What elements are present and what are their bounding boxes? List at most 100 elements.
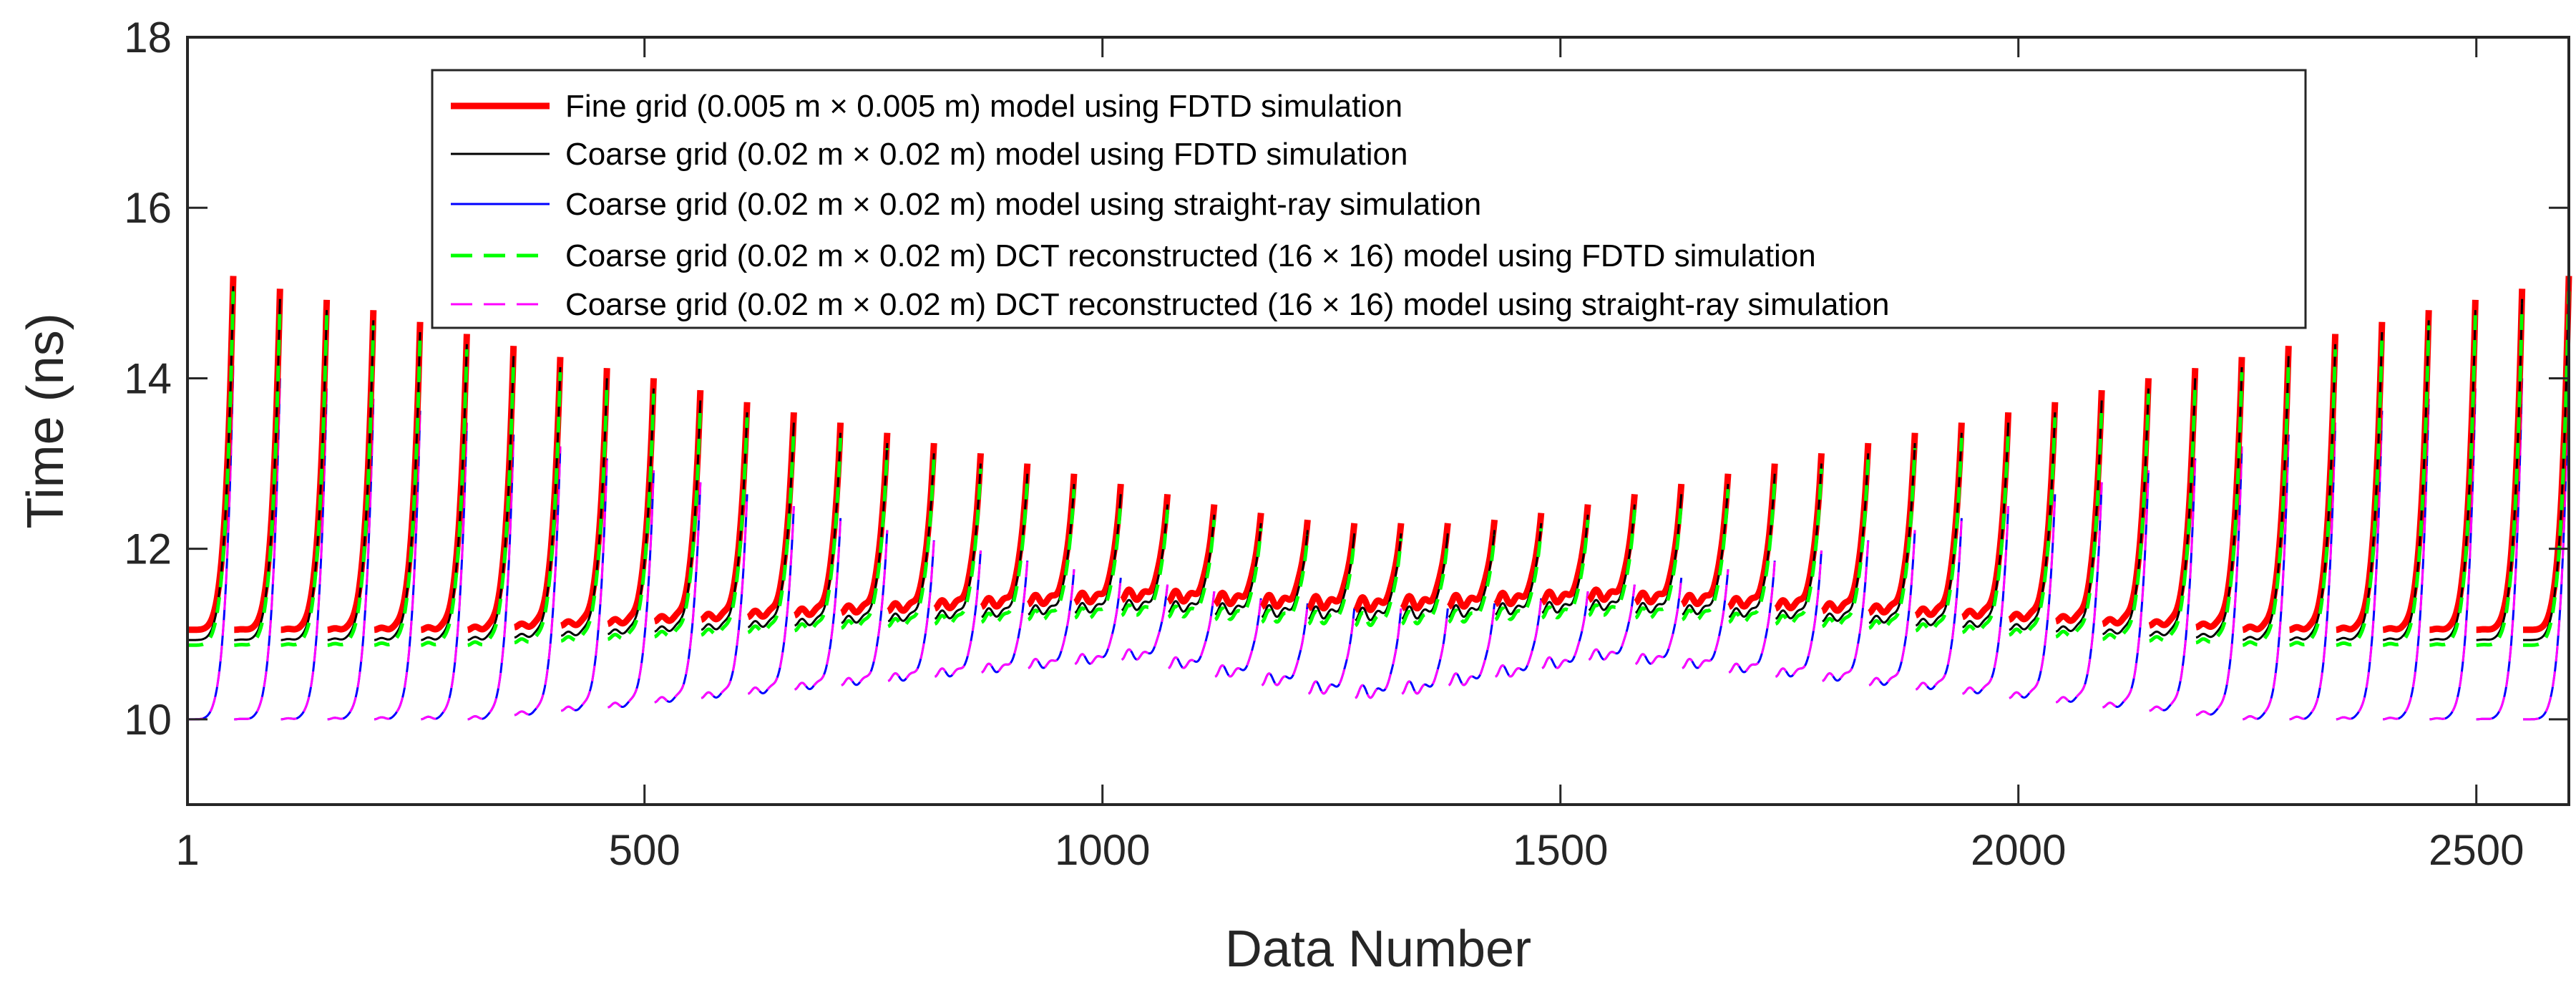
series-dct-fdtd-group-3: [280, 315, 329, 647]
series-dct-straight-group-46: [2289, 422, 2337, 721]
series-dct-straight-group-13: [747, 506, 795, 695]
series-dct-fdtd-group-38: [1915, 437, 1963, 633]
series-dct-fdtd-group-24: [1261, 535, 1309, 624]
series-dct-straight-group-20: [1074, 578, 1122, 665]
series-fine-fdtd-group-30: [1539, 504, 1591, 606]
series-dct-fdtd-group-30: [1541, 519, 1590, 620]
series-dct-straight-group-24: [1261, 603, 1309, 686]
y-tick-label-12: 12: [124, 525, 172, 573]
series-dct-straight-group-25: [1307, 608, 1356, 695]
series-dct-straight-group-27: [1401, 608, 1449, 695]
series-layer: [185, 276, 2572, 721]
series-dct-straight-group-35: [1775, 550, 1823, 678]
series-dct-fdtd-group-27: [1401, 538, 1450, 626]
series-dct-fdtd-group-8: [513, 372, 562, 645]
series-coarse-fdtd-group-50: [2476, 299, 2524, 641]
series-dct-fdtd-group-15: [840, 447, 889, 630]
series-dct-straight-group-48: [2382, 398, 2430, 721]
y-tick-label-18: 18: [124, 14, 172, 62]
series-dct-fdtd-group-32: [1634, 499, 1684, 620]
series-dct-fdtd-group-17: [934, 468, 982, 626]
series-dct-straight-group-19: [1028, 569, 1075, 669]
series-dct-fdtd-group-31: [1588, 509, 1636, 617]
series-dct-straight-group-39: [1962, 506, 2010, 695]
series-fine-fdtd-group-21: [1119, 494, 1171, 603]
x-tick-label-1000: 1000: [1055, 826, 1150, 874]
series-dct-fdtd-group-48: [2381, 325, 2431, 647]
series-dct-straight-group-26: [1355, 608, 1402, 699]
series-dct-straight-group-43: [2149, 458, 2197, 712]
series-dct-fdtd-group-25: [1307, 538, 1357, 626]
x-axis-title: Data Number: [1225, 921, 1531, 978]
series-dct-straight-group-32: [1635, 578, 1683, 665]
series-dct-straight-group-50: [2476, 378, 2524, 721]
series-dct-fdtd-group-7: [467, 361, 516, 647]
series-dct-fdtd-group-47: [2335, 337, 2384, 647]
series-dct-straight-group-29: [1495, 598, 1543, 678]
series-dct-fdtd-group-11: [653, 405, 703, 639]
series-dct-straight-group-34: [1728, 560, 1776, 674]
series-coarse-fdtd-group-36: [1822, 453, 1870, 623]
series-dct-fdtd-group-14: [794, 437, 843, 633]
x-tick-label-2000: 2000: [1971, 826, 2066, 874]
series-dct-fdtd-group-28: [1448, 535, 1497, 624]
series-dct-fdtd-group-46: [2288, 349, 2338, 647]
series-dct-fdtd-group-9: [560, 383, 609, 643]
series-dct-fdtd-group-45: [2242, 361, 2290, 647]
series-dct-fdtd-group-22: [1167, 519, 1216, 619]
series-fine-fdtd-group-31: [1586, 494, 1638, 603]
series-fine-fdtd-group-18: [979, 463, 1031, 610]
series-dct-straight-group-38: [1915, 518, 1963, 691]
y-tick-label-14: 14: [124, 354, 172, 402]
series-dct-straight-group-47: [2336, 410, 2384, 721]
series-dct-straight-group-49: [2429, 388, 2477, 721]
series-fine-fdtd-group-24: [1259, 519, 1311, 610]
series-dct-straight-group-12: [701, 494, 748, 699]
series-coarse-fdtd-group-8: [514, 367, 562, 639]
series-dct-straight-group-14: [794, 518, 842, 691]
series-dct-fdtd-group-42: [2102, 393, 2150, 641]
series-coarse-fdtd-group-3: [280, 310, 328, 641]
series-dct-straight-group-28: [1448, 603, 1496, 686]
series-dct-straight-group-3: [280, 388, 328, 721]
series-dct-fdtd-group-51: [2522, 291, 2571, 647]
x-tick-label-1: 1: [175, 826, 199, 874]
series-dct-fdtd-group-36: [1821, 458, 1870, 629]
series-coarse-fdtd-group-15: [841, 442, 889, 624]
series-coarse-fdtd-group-10: [608, 388, 655, 636]
series-dct-straight-group-5: [374, 410, 421, 721]
series-dct-straight-group-2: [234, 378, 281, 721]
series-dct-fdtd-group-5: [373, 337, 422, 647]
y-tick-label-16: 16: [124, 184, 172, 232]
series-dct-straight-group-16: [887, 540, 935, 682]
legend: Fine grid (0.005 m × 0.005 m) model usin…: [431, 69, 2307, 329]
series-dct-straight-group-22: [1168, 591, 1216, 669]
series-dct-fdtd-group-1: [186, 291, 235, 647]
series-dct-straight-group-51: [2522, 365, 2570, 721]
series-dct-straight-group-31: [1588, 584, 1636, 661]
y-tick-label-10: 10: [124, 696, 172, 744]
series-fine-fdtd-group-33: [1679, 473, 1732, 608]
series-fine-fdtd-group-25: [1306, 523, 1358, 612]
series-dct-fdtd-group-19: [1027, 489, 1076, 621]
series-dct-fdtd-group-43: [2148, 383, 2197, 643]
series-dct-fdtd-group-29: [1494, 528, 1543, 621]
series-fine-fdtd-group-19: [1025, 473, 1078, 608]
legend-label-coarse-fdtd: Coarse grid (0.02 m × 0.02 m) model usin…: [565, 137, 1407, 172]
series-dct-fdtd-group-2: [233, 304, 282, 647]
series-dct-fdtd-group-6: [420, 349, 469, 647]
series-fine-fdtd-group-22: [1166, 504, 1218, 605]
series-dct-straight-group-8: [514, 446, 562, 717]
series-dct-straight-group-9: [560, 458, 608, 712]
x-tick-label-1500: 1500: [1513, 826, 1608, 874]
series-dct-fdtd-group-13: [747, 427, 796, 634]
series-dct-straight-group-17: [935, 550, 982, 678]
series-coarse-fdtd-group-44: [2195, 367, 2243, 639]
series-dct-fdtd-group-35: [1775, 468, 1823, 626]
series-dct-fdtd-group-20: [1074, 499, 1123, 620]
plot-frame: [186, 36, 2570, 806]
legend-label-dct-straight: Coarse grid (0.02 m × 0.02 m) DCT recons…: [565, 287, 1889, 322]
series-dct-straight-group-11: [654, 482, 702, 704]
series-coarse-fdtd-group-35: [1775, 463, 1823, 620]
series-dct-straight-group-4: [327, 398, 375, 721]
